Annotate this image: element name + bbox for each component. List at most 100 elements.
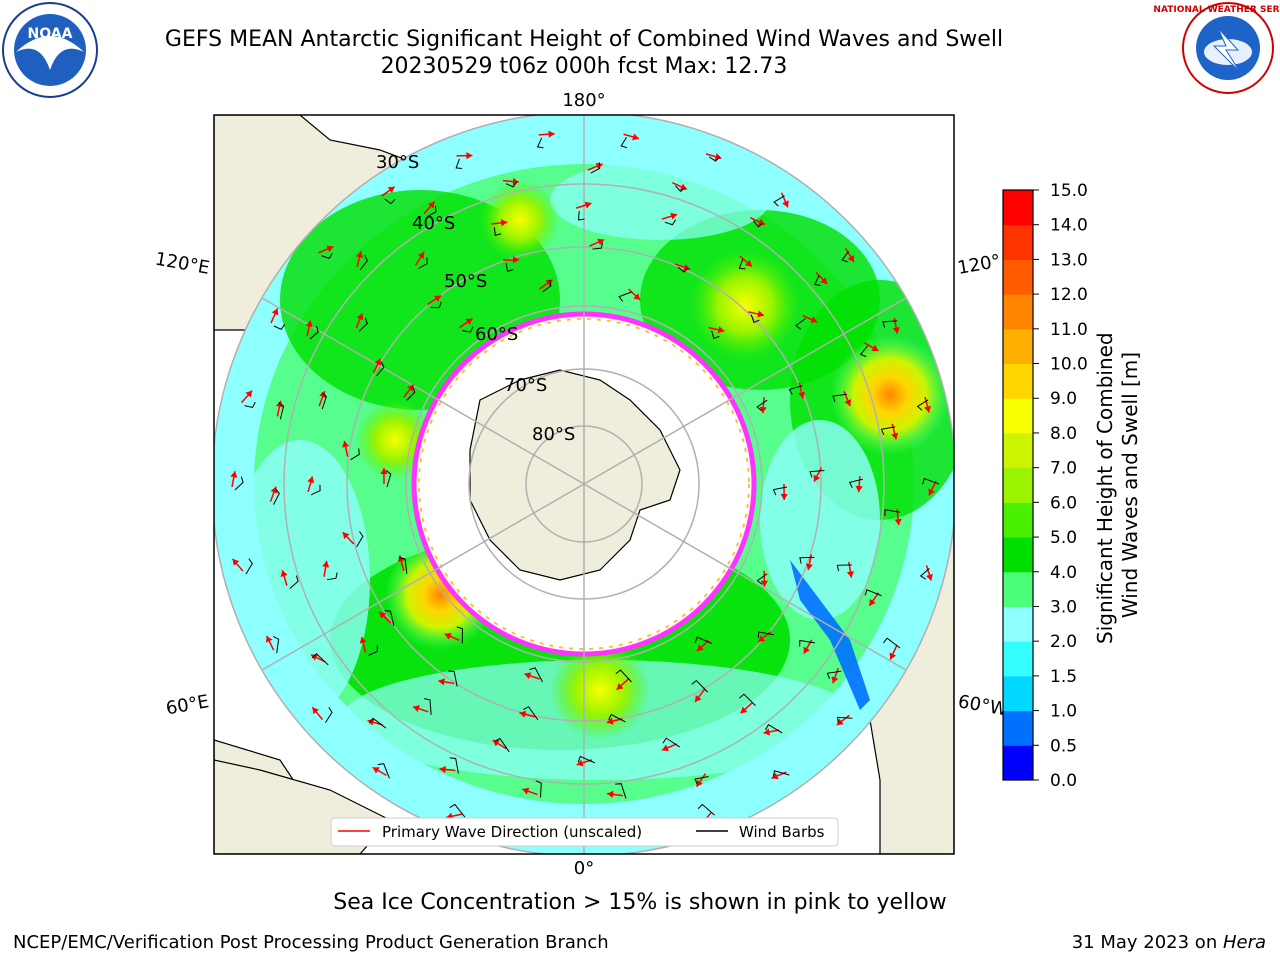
- wind-barb: [694, 776, 709, 785]
- colorbar-tick-label: 14.0: [1050, 216, 1088, 236]
- wind-barb: [738, 259, 746, 270]
- wave-arrow-head: [500, 219, 508, 227]
- colorbar-segment: [1003, 328, 1033, 365]
- colorbar-segment: [1003, 432, 1033, 469]
- wind-barb: [677, 266, 689, 273]
- wind-barb: [505, 181, 518, 188]
- colorbar-segment: [1003, 363, 1033, 399]
- wave-arrow-head: [319, 391, 327, 399]
- wave-arrow-head: [512, 256, 520, 264]
- wind-barb: [708, 156, 720, 162]
- wave-arrow-head: [891, 432, 899, 440]
- wave-arrow-head: [810, 316, 818, 323]
- wind-barb: [711, 330, 720, 340]
- wave-arrow-head: [670, 212, 678, 220]
- wind-barb: [859, 345, 868, 358]
- colorbar-segment: [1003, 294, 1033, 330]
- wave-arrow-head: [305, 320, 313, 328]
- wind-barb: [739, 693, 756, 706]
- wind-barb: [406, 386, 416, 401]
- wave-arrow-head: [616, 682, 624, 690]
- colorbar-tick-label: 10.0: [1050, 355, 1088, 375]
- wind-barb: [456, 626, 463, 644]
- lat-label-60s: 60°S: [475, 324, 518, 345]
- lat-label-70s: 70°S: [504, 375, 547, 396]
- lat-labels: 30°S 40°S 50°S 60°S 70°S 80°S: [376, 152, 575, 445]
- wind-barb: [418, 257, 428, 269]
- wind-barb: [795, 318, 806, 330]
- wave-arrow-head: [847, 255, 854, 263]
- lat-label-80s: 80°S: [532, 424, 575, 445]
- wind-barb: [494, 737, 510, 753]
- colorbar-frame: [1002, 189, 1034, 781]
- wind-barb: [424, 698, 432, 715]
- wind-barb: [691, 679, 709, 693]
- wind-barb: [836, 564, 852, 572]
- wind-barb: [864, 589, 882, 597]
- wind-barb: [826, 670, 842, 680]
- wave-arrow-head: [310, 654, 318, 661]
- wind-barb: [799, 556, 815, 564]
- wind-barb: [289, 575, 299, 589]
- wave-arrow-head: [740, 706, 748, 714]
- wind-barb: [399, 557, 408, 574]
- wind-barb: [750, 314, 760, 324]
- wave-arrow-head: [374, 358, 382, 366]
- wave-arrow-head: [230, 471, 238, 478]
- wave-arrow-head: [763, 728, 771, 736]
- lon-label-lower-right: 60°W: [956, 691, 1009, 720]
- colorbar-tick-label: 13.0: [1050, 250, 1088, 270]
- colorbar-tick-label: 11.0: [1050, 320, 1088, 340]
- wave-arrow-head: [519, 710, 527, 718]
- sea-ice-note: Sea Ice Concentration > 15% is shown in …: [333, 890, 947, 915]
- wind-barb: [577, 755, 596, 764]
- lon-label-top: 180°: [562, 90, 605, 111]
- colorbar-segment: [1003, 606, 1033, 642]
- legend-wind-label: Wind Barbs: [739, 823, 825, 841]
- wind-barb: [536, 137, 544, 149]
- wind-barb: [848, 478, 864, 488]
- noaa-logo: NOAA: [2, 2, 98, 98]
- wind-barb: [449, 803, 466, 818]
- wave-arrow-head: [632, 133, 639, 141]
- wind-barb: [356, 531, 364, 548]
- colorbar-tick-label: 0.0: [1050, 771, 1077, 791]
- wind-barb: [426, 205, 437, 218]
- colorbar-tick-label: 5.0: [1050, 528, 1077, 548]
- wave-arrow-head: [606, 717, 614, 725]
- lat-label-30s: 30°S: [376, 152, 419, 173]
- wave-arrow-head: [926, 573, 933, 581]
- wind-barb: [883, 637, 901, 649]
- colorbar-segment: [1003, 259, 1033, 295]
- wave-arrow-head: [438, 678, 445, 686]
- wind-barb: [841, 251, 849, 263]
- wave-arrow-head: [524, 672, 532, 680]
- noaa-logo-text: NOAA: [28, 26, 73, 42]
- wind-barb: [773, 195, 785, 207]
- wind-barb: [309, 326, 319, 340]
- colorbar-label-line1: Significant Height of Combined: [1093, 332, 1117, 644]
- wind-barb: [764, 724, 783, 734]
- wave-arrow-head: [869, 598, 876, 606]
- wind-barb: [493, 226, 502, 236]
- wind-barb: [385, 469, 392, 488]
- wave-arrow-head: [412, 705, 420, 713]
- colorbar-tick-label: 0.5: [1050, 736, 1077, 756]
- wave-arrow-head: [387, 186, 395, 194]
- wave-arrow-head: [757, 310, 764, 318]
- lon-label-bottom: 0°: [574, 858, 594, 879]
- credit-host: Hera: [1222, 932, 1266, 953]
- wave-arrow-head: [892, 326, 900, 334]
- colorbar-tick-label: 4.0: [1050, 563, 1077, 583]
- wind-barb: [321, 392, 327, 410]
- wind-barb: [753, 220, 764, 228]
- colorbar-segment: [1003, 190, 1033, 226]
- colorbar-tick-label: 7.0: [1050, 459, 1077, 479]
- lon-label-upper-left: 120°E: [154, 249, 212, 279]
- wind-barb: [788, 385, 803, 395]
- colorbar-tick-label: 9.0: [1050, 389, 1077, 409]
- wind-barb: [615, 669, 632, 683]
- wave-arrow-head: [695, 694, 702, 702]
- wave-arrow-head: [322, 560, 330, 568]
- wind-barb: [662, 737, 680, 748]
